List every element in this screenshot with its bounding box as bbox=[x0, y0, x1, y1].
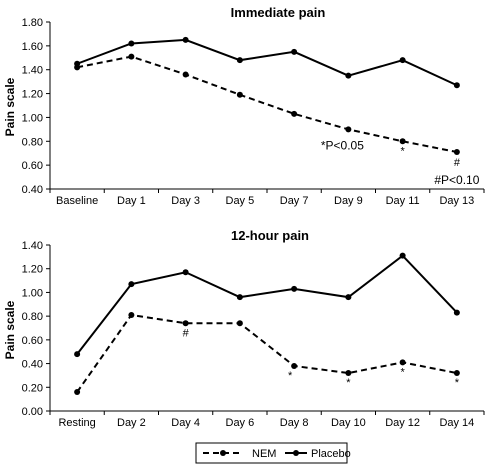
data-point-placebo bbox=[182, 269, 189, 276]
data-point-placebo bbox=[345, 72, 352, 79]
series-line-placebo bbox=[76, 38, 458, 87]
legend-label-nem: NEM bbox=[252, 448, 276, 460]
series-line-nem bbox=[76, 313, 458, 393]
annotation: * bbox=[288, 370, 293, 382]
x-tick-label: Day 3 bbox=[171, 195, 200, 207]
x-tick-label: Day 5 bbox=[226, 195, 255, 207]
data-point-nem bbox=[182, 71, 189, 78]
annotation: * bbox=[400, 145, 405, 157]
data-point-nem bbox=[128, 53, 135, 60]
annotation: # bbox=[183, 327, 190, 339]
data-point-placebo bbox=[182, 36, 189, 43]
data-point-nem bbox=[399, 359, 406, 366]
y-tick-label: 1.00 bbox=[22, 112, 43, 124]
legend-box bbox=[195, 442, 348, 464]
y-tick-label: 0.80 bbox=[22, 311, 43, 323]
annotation: * bbox=[400, 366, 405, 378]
x-tick-label: Day 10 bbox=[331, 417, 366, 429]
y-tick-label: 0.80 bbox=[22, 136, 43, 148]
x-tick-label: Day 11 bbox=[386, 195, 420, 207]
data-point-nem bbox=[453, 149, 460, 156]
chart-title: Immediate pain bbox=[231, 5, 326, 20]
y-tick-label: 0.60 bbox=[22, 335, 43, 347]
data-point-nem bbox=[291, 110, 298, 117]
data-point-placebo bbox=[74, 351, 81, 358]
data-point-placebo bbox=[291, 48, 298, 55]
chart-title: 12-hour pain bbox=[231, 228, 309, 243]
y-tick-label: 1.00 bbox=[22, 287, 43, 299]
annotation: * bbox=[455, 377, 460, 389]
annotation: # bbox=[454, 157, 461, 169]
x-tick-label: Day 4 bbox=[171, 417, 200, 429]
series-line-nem bbox=[76, 55, 458, 154]
chart-immediate-pain: Immediate pain Pain scale 0.40 0.60 0.80 1.… bbox=[3, 5, 485, 207]
data-point-nem bbox=[345, 126, 352, 133]
x-tick-label: Day 12 bbox=[385, 417, 420, 429]
x-tick-label: Resting bbox=[58, 417, 95, 429]
data-point-nem bbox=[345, 370, 352, 377]
data-point-nem bbox=[74, 389, 81, 396]
y-tick-label: 0.40 bbox=[22, 359, 43, 371]
chart-12-hour-pain: 12-hour pain Pain scale 0.00 0.20 0.40 0.60… bbox=[3, 228, 485, 429]
x-tick-label: Day 13 bbox=[439, 195, 474, 207]
data-point-nem bbox=[453, 370, 460, 377]
y-tick-label: 1.60 bbox=[22, 41, 43, 53]
x-tick-label: Day 8 bbox=[280, 417, 309, 429]
x-tick-label: Day 6 bbox=[226, 417, 255, 429]
data-point-placebo bbox=[236, 57, 243, 64]
y-tick-label: 1.40 bbox=[22, 240, 43, 252]
data-point-placebo bbox=[236, 294, 243, 301]
data-point-nem bbox=[236, 320, 243, 327]
data-point-placebo bbox=[453, 82, 460, 89]
data-point-nem bbox=[182, 320, 189, 327]
annotation: * bbox=[346, 377, 351, 389]
x-tick-label: Day 14 bbox=[439, 417, 474, 429]
series-line-placebo bbox=[76, 254, 458, 355]
annotation: *P<0.05 bbox=[321, 138, 364, 152]
y-tick-label: 1.20 bbox=[22, 89, 43, 101]
legend-label-placebo: Placebo bbox=[311, 448, 351, 460]
data-point-placebo bbox=[399, 252, 406, 259]
legend-marker-nem bbox=[220, 450, 226, 456]
y-tick-label: 1.40 bbox=[22, 65, 43, 77]
x-tick-label: Day 7 bbox=[280, 195, 309, 207]
y-tick-label: 0.60 bbox=[22, 160, 43, 172]
x-tick-label: Baseline bbox=[56, 195, 98, 207]
y-axis-title: Pain scale bbox=[3, 77, 17, 136]
y-tick-label: 1.20 bbox=[22, 264, 43, 276]
x-tick-label: Day 2 bbox=[117, 417, 146, 429]
legend: NEM Placebo bbox=[195, 442, 351, 464]
y-tick-label: 0.20 bbox=[22, 382, 43, 394]
x-tick-label: Day 9 bbox=[334, 195, 363, 207]
data-point-nem bbox=[128, 311, 135, 318]
legend-marker-placebo bbox=[293, 450, 299, 456]
data-point-placebo bbox=[399, 57, 406, 64]
data-point-placebo bbox=[345, 294, 352, 301]
x-tick-label: Day 1 bbox=[117, 195, 146, 207]
data-point-placebo bbox=[453, 309, 460, 316]
y-axis-title: Pain scale bbox=[3, 300, 17, 359]
data-point-placebo bbox=[291, 285, 298, 292]
data-point-nem bbox=[291, 362, 298, 369]
y-tick-label: 1.80 bbox=[22, 17, 43, 29]
data-point-placebo bbox=[128, 40, 135, 47]
y-tick-label: 0.40 bbox=[22, 184, 43, 196]
annotation: #P<0.10 bbox=[434, 173, 479, 187]
y-tick-label: 0.00 bbox=[22, 406, 43, 418]
data-point-nem bbox=[236, 91, 243, 98]
data-point-placebo bbox=[128, 281, 135, 288]
data-point-nem bbox=[399, 138, 406, 145]
data-point-placebo bbox=[74, 60, 81, 67]
